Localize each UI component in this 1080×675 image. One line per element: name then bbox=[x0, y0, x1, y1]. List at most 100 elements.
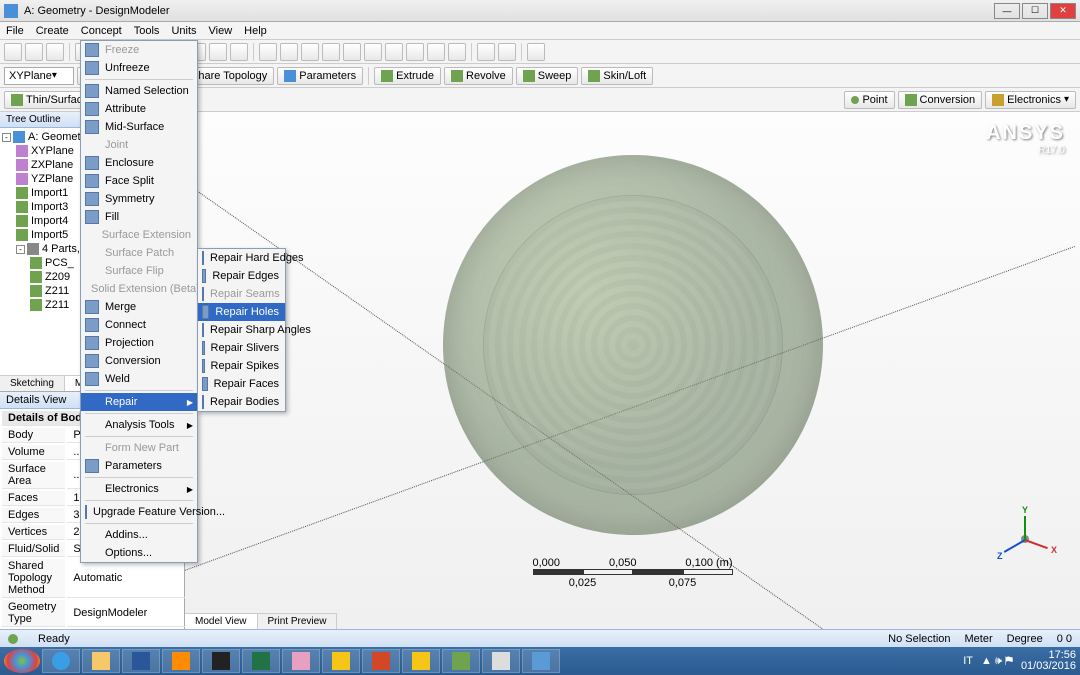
tab-model-view[interactable]: Model View bbox=[185, 614, 258, 629]
task-ie[interactable] bbox=[42, 649, 80, 673]
task-cmd[interactable] bbox=[202, 649, 240, 673]
menu-item[interactable]: Named Selection bbox=[81, 82, 197, 100]
menu-item[interactable]: Connect bbox=[81, 316, 197, 334]
menu-item[interactable]: Upgrade Feature Version... bbox=[81, 503, 197, 521]
start-button[interactable] bbox=[4, 649, 40, 673]
submenu-item[interactable]: Repair Slivers bbox=[198, 339, 285, 357]
model-geometry[interactable] bbox=[412, 125, 852, 565]
menu-item[interactable]: Unfreeze bbox=[81, 59, 197, 77]
task-word[interactable] bbox=[122, 649, 160, 673]
menu-item[interactable]: Options... bbox=[81, 544, 197, 562]
menu-item[interactable]: Symmetry bbox=[81, 190, 197, 208]
submenu-item[interactable]: Repair Seams bbox=[198, 285, 285, 303]
magnify-icon[interactable] bbox=[385, 43, 403, 61]
task-ppt[interactable] bbox=[362, 649, 400, 673]
menu-item[interactable]: Mid-Surface bbox=[81, 118, 197, 136]
submenu-item[interactable]: Repair Hard Edges bbox=[198, 249, 285, 267]
menu-item[interactable]: Addins... bbox=[81, 526, 197, 544]
new-icon[interactable] bbox=[4, 43, 22, 61]
display-icon[interactable] bbox=[477, 43, 495, 61]
electronics-button[interactable]: Electronics ▾ bbox=[985, 91, 1076, 109]
extrude-button[interactable]: Extrude bbox=[374, 67, 441, 85]
sweep-button[interactable]: Sweep bbox=[516, 67, 579, 85]
scale-ruler: 0,0000,0500,100 (m) 0,0250,075 bbox=[533, 557, 733, 589]
menu-item[interactable]: Projection bbox=[81, 334, 197, 352]
submenu-item[interactable]: Repair Edges bbox=[198, 267, 285, 285]
lookat-icon[interactable] bbox=[364, 43, 382, 61]
menu-item[interactable]: Fill bbox=[81, 208, 197, 226]
conversion-button[interactable]: Conversion bbox=[898, 91, 983, 109]
color-icon[interactable] bbox=[527, 43, 545, 61]
titlebar: A: Geometry - DesignModeler — ☐ ✕ bbox=[0, 0, 1080, 22]
system-tray[interactable]: IT ▲ 🕪 ⚑ 17:56 01/03/2016 bbox=[963, 650, 1076, 672]
menu-item[interactable]: Joint bbox=[81, 136, 197, 154]
close-button[interactable]: ✕ bbox=[1050, 3, 1076, 19]
menu-item[interactable]: Face Split bbox=[81, 172, 197, 190]
tab-print-preview[interactable]: Print Preview bbox=[258, 614, 338, 629]
zoombox-icon[interactable] bbox=[343, 43, 361, 61]
previous-icon[interactable] bbox=[406, 43, 424, 61]
skinloft-button[interactable]: Skin/Loft bbox=[581, 67, 653, 85]
task-app2[interactable] bbox=[522, 649, 560, 673]
zoom-icon[interactable] bbox=[301, 43, 319, 61]
maximize-button[interactable]: ☐ bbox=[1022, 3, 1048, 19]
menu-create[interactable]: Create bbox=[36, 25, 69, 37]
tools-menu[interactable]: FreezeUnfreeze Named SelectionAttributeMi… bbox=[80, 40, 198, 563]
task-explorer[interactable] bbox=[82, 649, 120, 673]
status-units2: Degree bbox=[1007, 633, 1043, 645]
ansys-logo: ANSYS R17.0 bbox=[986, 122, 1065, 156]
open-icon[interactable] bbox=[25, 43, 43, 61]
repair-submenu[interactable]: Repair Hard EdgesRepair EdgesRepair Seam… bbox=[197, 248, 286, 412]
menu-item[interactable]: Analysis Tools▶ bbox=[81, 416, 197, 434]
menu-item[interactable]: Merge bbox=[81, 298, 197, 316]
menu-view[interactable]: View bbox=[209, 25, 233, 37]
pan-icon[interactable] bbox=[280, 43, 298, 61]
triad[interactable]: Y X Z bbox=[995, 509, 1055, 569]
select5-icon[interactable] bbox=[209, 43, 227, 61]
zoomfit-icon[interactable] bbox=[322, 43, 340, 61]
submenu-item[interactable]: Repair Spikes bbox=[198, 357, 285, 375]
task-excel[interactable] bbox=[242, 649, 280, 673]
select6-icon[interactable] bbox=[230, 43, 248, 61]
task-app1[interactable] bbox=[482, 649, 520, 673]
task-media[interactable] bbox=[162, 649, 200, 673]
menu-item[interactable]: Surface Extension bbox=[81, 226, 197, 244]
submenu-item[interactable]: Repair Faces bbox=[198, 375, 285, 393]
menu-item[interactable]: Form New Part bbox=[81, 439, 197, 457]
point-button[interactable]: Point bbox=[844, 91, 894, 109]
save-icon[interactable] bbox=[46, 43, 64, 61]
menu-item[interactable]: Freeze bbox=[81, 41, 197, 59]
menu-item[interactable]: Solid Extension (Beta) bbox=[81, 280, 197, 298]
menu-item[interactable]: Enclosure bbox=[81, 154, 197, 172]
menu-item[interactable]: Electronics▶ bbox=[81, 480, 197, 498]
menu-help[interactable]: Help bbox=[244, 25, 267, 37]
menu-concept[interactable]: Concept bbox=[81, 25, 122, 37]
task-ansys2[interactable] bbox=[402, 649, 440, 673]
menu-item[interactable]: Surface Patch bbox=[81, 244, 197, 262]
task-dm[interactable] bbox=[442, 649, 480, 673]
submenu-item[interactable]: Repair Sharp Angles bbox=[198, 321, 285, 339]
viewport[interactable]: ANSYS R17.0 0,0000,0500,100 (m) 0,0250,0… bbox=[185, 112, 1080, 629]
submenu-item[interactable]: Repair Bodies bbox=[198, 393, 285, 411]
menu-item[interactable]: Surface Flip bbox=[81, 262, 197, 280]
menu-item[interactable]: Parameters bbox=[81, 457, 197, 475]
next-icon[interactable] bbox=[427, 43, 445, 61]
task-paint[interactable] bbox=[282, 649, 320, 673]
shade-icon[interactable] bbox=[498, 43, 516, 61]
menu-units[interactable]: Units bbox=[171, 25, 196, 37]
menu-tools[interactable]: Tools bbox=[134, 25, 160, 37]
menu-file[interactable]: File bbox=[6, 25, 24, 37]
menu-item[interactable]: Conversion bbox=[81, 352, 197, 370]
revolve-button[interactable]: Revolve bbox=[444, 67, 513, 85]
task-ansys1[interactable] bbox=[322, 649, 360, 673]
plane-combo[interactable]: XYPlane ▾ bbox=[4, 67, 74, 85]
submenu-item[interactable]: Repair Holes bbox=[198, 303, 285, 321]
menu-item[interactable]: Repair▶ bbox=[81, 393, 197, 411]
tab-sketching[interactable]: Sketching bbox=[0, 376, 65, 391]
parameters-button[interactable]: Parameters bbox=[277, 67, 363, 85]
minimize-button[interactable]: — bbox=[994, 3, 1020, 19]
menu-item[interactable]: Weld bbox=[81, 370, 197, 388]
iso-icon[interactable] bbox=[448, 43, 466, 61]
menu-item[interactable]: Attribute bbox=[81, 100, 197, 118]
rotate-icon[interactable] bbox=[259, 43, 277, 61]
